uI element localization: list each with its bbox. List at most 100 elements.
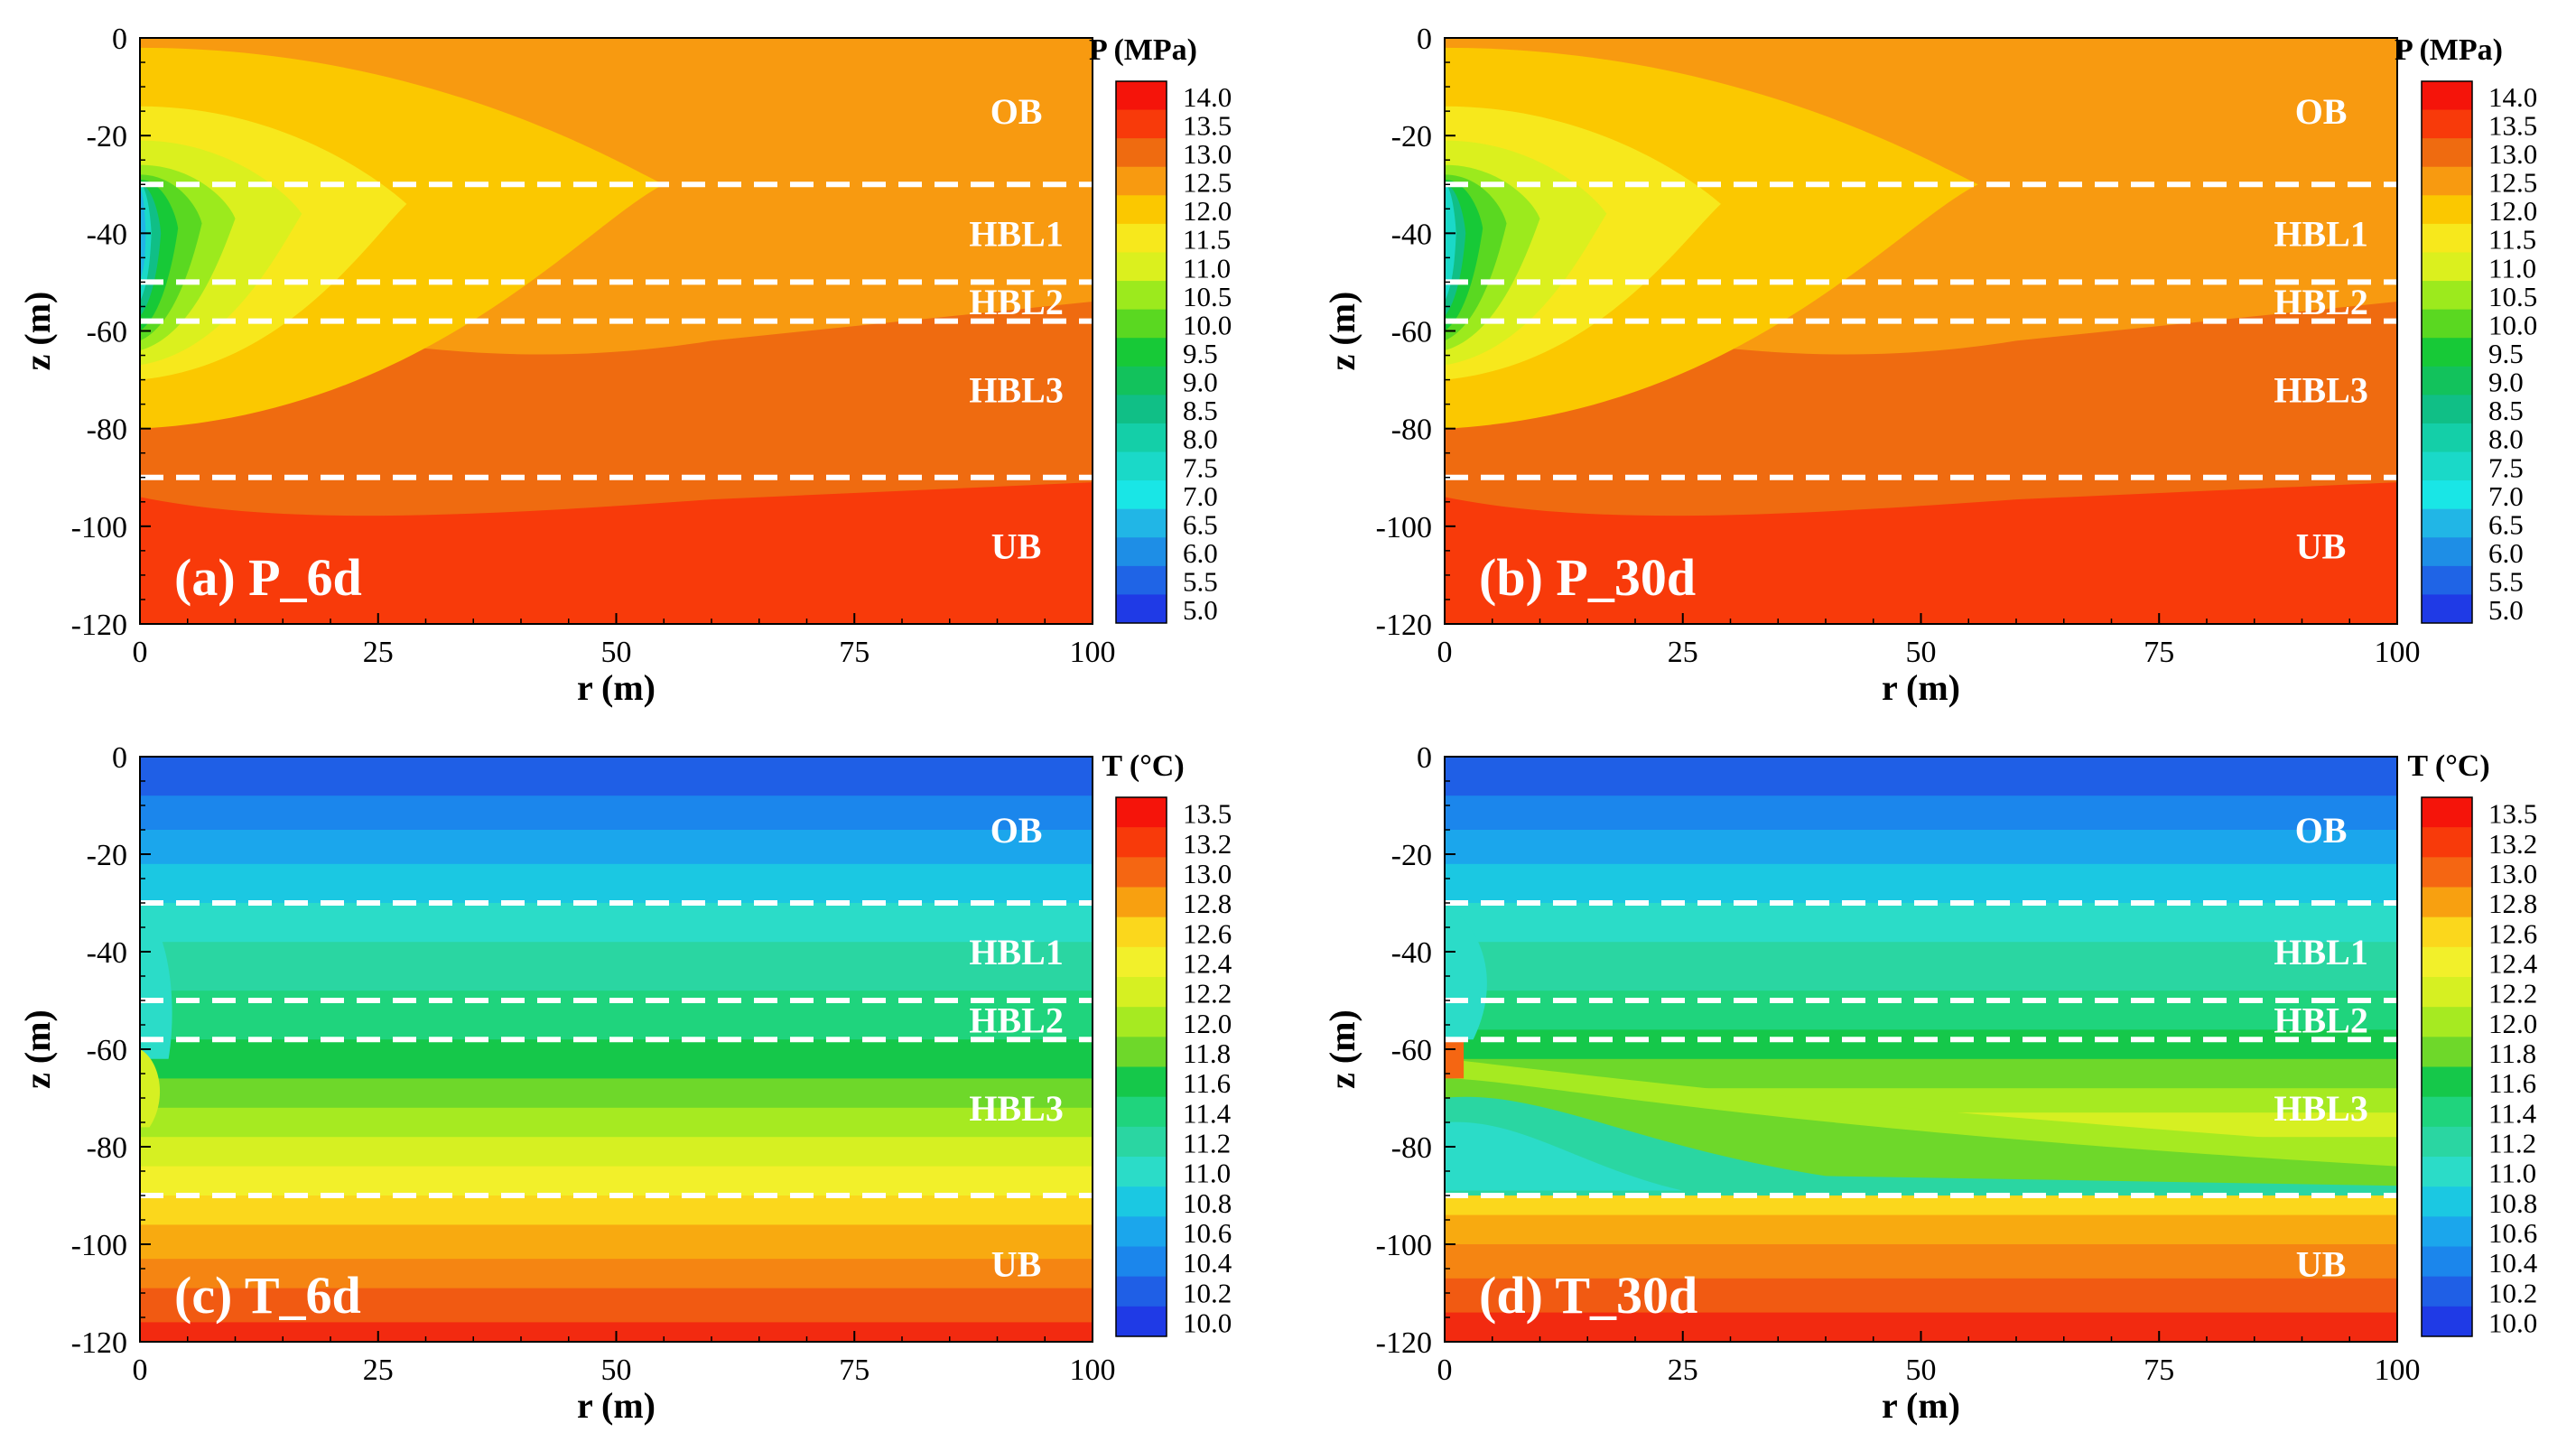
y-tick-label: -100 bbox=[71, 1229, 127, 1262]
colorbar-swatch bbox=[1116, 1007, 1167, 1037]
colorbar-swatch bbox=[1116, 565, 1167, 595]
colorbar-label: 10.6 bbox=[1183, 1217, 1232, 1249]
colorbar-label: 13.0 bbox=[1183, 138, 1232, 170]
colorbar-swatch bbox=[1116, 1216, 1167, 1247]
y-tick-label: 0 bbox=[112, 23, 127, 56]
layer-label-ub: UB bbox=[991, 1244, 1042, 1285]
colorbar-label: 7.0 bbox=[1183, 480, 1218, 512]
contour-fill-8 bbox=[1445, 184, 1456, 302]
contour-band-13.2 bbox=[140, 1259, 1093, 1289]
colorbar-swatch bbox=[1116, 797, 1167, 828]
panel-label: (b) P_30d bbox=[1479, 548, 1696, 607]
contour-fill-11.4 bbox=[1445, 1096, 2397, 1195]
colorbar-swatch bbox=[2422, 594, 2472, 624]
colorbar-label: 13.5 bbox=[1183, 798, 1232, 830]
contour-fill-14 bbox=[1445, 482, 2397, 624]
layer-label-ob: OB bbox=[990, 810, 1043, 851]
colorbar-swatch bbox=[1116, 857, 1167, 888]
colorbar-label: 9.5 bbox=[1183, 338, 1218, 369]
colorbar-label: 12.2 bbox=[2488, 978, 2537, 1009]
colorbar-swatch bbox=[2422, 887, 2472, 918]
colorbar-label: 12.8 bbox=[2488, 888, 2537, 919]
y-tick-label: -40 bbox=[1391, 936, 1432, 970]
colorbar: T (°C)13.513.213.012.812.612.412.212.011… bbox=[2407, 749, 2537, 1338]
x-tick-label: 100 bbox=[2375, 636, 2421, 669]
colorbar-swatch bbox=[2422, 1157, 2472, 1187]
contour-fill-14 bbox=[140, 482, 1093, 624]
x-tick-label: 0 bbox=[133, 1354, 148, 1387]
colorbar-title: P (MPa) bbox=[2395, 33, 2503, 67]
colorbar-label: 10.8 bbox=[1183, 1187, 1232, 1219]
y-axis-label: z (m) bbox=[1322, 1009, 1362, 1089]
x-tick-label: 25 bbox=[1668, 636, 1698, 669]
contour-band-11.8 bbox=[140, 1039, 1093, 1079]
x-tick-label: 25 bbox=[1668, 1354, 1698, 1387]
colorbar-label: 12.6 bbox=[2488, 917, 2537, 949]
x-tick-label: 75 bbox=[2144, 636, 2174, 669]
layer-label-hbl1: HBL1 bbox=[2274, 213, 2367, 254]
colorbar-swatch bbox=[1116, 1126, 1167, 1158]
colorbar-swatch bbox=[2422, 366, 2472, 395]
x-tick-label: 75 bbox=[839, 636, 870, 669]
colorbar-swatch bbox=[2422, 281, 2472, 311]
x-tick-label: 50 bbox=[601, 1354, 632, 1387]
colorbar: T (°C)13.513.213.012.812.612.412.212.011… bbox=[1102, 749, 1232, 1338]
colorbar-label: 10.6 bbox=[2488, 1217, 2537, 1249]
colorbar-label: 11.8 bbox=[2488, 1037, 2536, 1069]
colorbar-swatch bbox=[1116, 395, 1167, 424]
colorbar-label: 10.5 bbox=[2488, 281, 2537, 312]
x-tick-label: 50 bbox=[1906, 1354, 1937, 1387]
colorbar-swatch bbox=[2422, 1037, 2472, 1067]
y-tick-label: -20 bbox=[87, 839, 127, 872]
colorbar-swatch bbox=[2422, 195, 2472, 225]
colorbar-label: 12.0 bbox=[2488, 195, 2537, 227]
x-tick-label: 0 bbox=[1437, 636, 1453, 669]
colorbar-swatch bbox=[2422, 252, 2472, 282]
colorbar-swatch bbox=[1116, 977, 1167, 1008]
contour-band-12 bbox=[140, 1078, 1093, 1109]
layer-label-hbl3: HBL3 bbox=[969, 1088, 1063, 1129]
colorbar-label: 11.6 bbox=[2488, 1067, 2536, 1099]
colorbar-label: 6.5 bbox=[1183, 508, 1218, 540]
contour-fill-11.2 bbox=[1445, 1121, 1683, 1191]
colorbar-swatch bbox=[1116, 252, 1167, 282]
colorbar-swatch bbox=[1116, 827, 1167, 858]
y-tick-label: -80 bbox=[1391, 414, 1432, 447]
contour-band-10.4 bbox=[1445, 757, 2397, 796]
colorbar-label: 7.5 bbox=[2488, 451, 2524, 483]
y-tick-label: -80 bbox=[87, 1131, 127, 1165]
panel-a: OB HBL1 HBL2 HBL3 UB (a) P_6d 0 25 50 75 100 0 -20 -4… bbox=[17, 23, 1232, 708]
colorbar-swatch bbox=[2422, 1007, 2472, 1037]
colorbar-label: 10.4 bbox=[2488, 1247, 2538, 1279]
colorbar-label: 11.0 bbox=[2488, 1158, 2536, 1189]
colorbar-swatch bbox=[1116, 138, 1167, 168]
contour-band-10.6 bbox=[140, 795, 1093, 831]
panel-b: OB HBL1 HBL2 HBL3 UB (b) P_30d 0 25 50 75 100 0 -20 -… bbox=[1322, 23, 2537, 708]
colorbar-frame bbox=[2421, 80, 2473, 624]
colorbar-label: 11.8 bbox=[1183, 1037, 1231, 1069]
colorbar-label: 8.0 bbox=[2488, 423, 2524, 455]
contour-band-12.4 bbox=[140, 1137, 1093, 1168]
y-tick-label: -20 bbox=[1391, 839, 1432, 872]
colorbar-swatch bbox=[2422, 1276, 2472, 1307]
colorbar-swatch bbox=[1116, 594, 1167, 624]
colorbar-swatch bbox=[1116, 109, 1167, 139]
contour-fill-12.4 bbox=[140, 1049, 161, 1128]
colorbar-label: 12.8 bbox=[1183, 888, 1232, 919]
contour-band-10.6 bbox=[1445, 795, 2397, 831]
y-tick-label: -60 bbox=[1391, 1034, 1432, 1067]
y-axis-label: z (m) bbox=[17, 1009, 58, 1089]
y-tick-label: -40 bbox=[87, 936, 127, 970]
y-tick-label: -120 bbox=[1376, 609, 1432, 642]
contour-fill-11.2 bbox=[1445, 903, 1487, 1040]
colorbar-title: P (MPa) bbox=[1089, 33, 1197, 67]
colorbar-swatch bbox=[1116, 366, 1167, 395]
colorbar-label: 12.0 bbox=[1183, 195, 1232, 227]
layer-label-hbl1: HBL1 bbox=[969, 932, 1063, 972]
contour-band-11.4 bbox=[1445, 942, 2397, 991]
contour-band-13.5 bbox=[1445, 1278, 2397, 1314]
colorbar-label: 12.2 bbox=[1183, 978, 1232, 1009]
colorbar-label: 14.0 bbox=[2488, 81, 2537, 113]
colorbar-label: 11.0 bbox=[1183, 1158, 1231, 1189]
